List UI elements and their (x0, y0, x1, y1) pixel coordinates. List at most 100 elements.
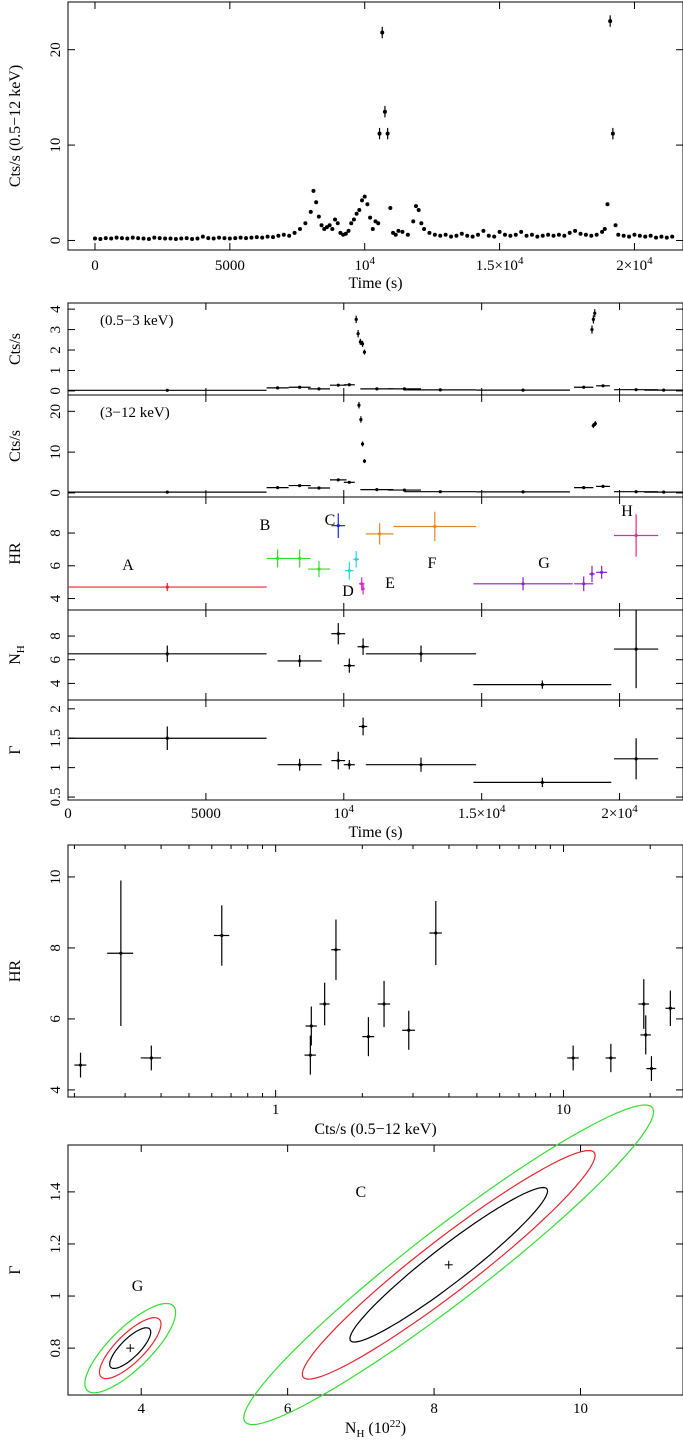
y-tick-label: 1.2 (48, 1235, 64, 1254)
data-point (632, 232, 637, 237)
y-tick-label: 8 (48, 632, 64, 640)
data-point (308, 1053, 312, 1057)
data-point (136, 236, 141, 241)
segment-label-b: B (260, 517, 271, 534)
data-point (317, 567, 321, 571)
data-point (347, 664, 351, 668)
x-tick-label: 6 (284, 1401, 292, 1417)
data-point (600, 570, 604, 574)
data-point (411, 219, 416, 224)
x-tick-label: 5000 (215, 258, 245, 274)
data-point (396, 228, 401, 233)
segment-label-c: C (325, 512, 336, 529)
data-point (562, 233, 567, 238)
data-point (605, 202, 610, 207)
data-point (642, 1002, 646, 1006)
panel-1: 0 10 20 Cts/s (3−12 keV) (7, 394, 683, 498)
data-point (119, 951, 123, 955)
x-axis-label: Time (s) (348, 824, 402, 841)
data-point (119, 236, 124, 241)
data-point (654, 235, 659, 240)
data-point (449, 234, 454, 239)
data-point (165, 652, 169, 656)
x-axis-label: Cts/s (0.5−12 keV) (314, 1121, 436, 1138)
x-tick-label: 4 (137, 1401, 145, 1417)
data-point (336, 758, 340, 763)
data-point (317, 387, 321, 391)
y-tick-label: 10 (48, 869, 64, 884)
data-point (470, 234, 475, 239)
data-point (578, 231, 583, 236)
y-axis-label: HR (7, 542, 24, 565)
x-tick-label: 0 (64, 806, 72, 822)
data-point (556, 232, 561, 237)
data-point (621, 233, 626, 238)
data-point (591, 424, 595, 428)
data-point (336, 632, 340, 636)
plot-frame (67, 1144, 683, 1396)
y-tick-label: 3 (48, 326, 64, 334)
data-point (298, 659, 302, 663)
data-point (334, 948, 338, 952)
data-point (354, 211, 359, 216)
data-point (362, 350, 367, 354)
data-point (571, 1056, 575, 1060)
data-point (432, 232, 437, 237)
y-tick-label: 2 (48, 705, 64, 713)
data-point (163, 236, 168, 241)
data-point (346, 228, 351, 233)
y-tick-label: 1.5 (48, 729, 64, 748)
data-point (361, 724, 365, 729)
panel-frame (67, 496, 683, 611)
y-tick-label: 0.5 (48, 788, 64, 807)
y-tick-label: 4 (48, 594, 64, 602)
data-point (438, 490, 442, 494)
data-point (360, 198, 365, 203)
data-point (427, 230, 432, 235)
data-point (508, 233, 513, 238)
data-point (308, 209, 313, 214)
data-point (347, 480, 351, 484)
data-point (634, 647, 638, 651)
y-tick-label: 2 (48, 346, 64, 354)
data-point (330, 227, 335, 232)
data-point (573, 228, 578, 233)
data-point (481, 228, 486, 233)
data-point (497, 229, 502, 234)
panel-3: 4 6 8 NH (7, 609, 683, 701)
y-axis-label: Cts/s (7, 333, 24, 365)
data-point (217, 235, 222, 240)
data-point (434, 931, 438, 935)
confidence-contour (301, 1149, 596, 1380)
data-point (502, 232, 507, 237)
data-point (368, 215, 373, 220)
data-point (405, 232, 410, 237)
data-point (168, 236, 173, 241)
data-point (419, 763, 423, 767)
data-point (211, 236, 216, 241)
x-axis-label: NH (1022) (345, 1418, 406, 1440)
data-point (422, 227, 427, 232)
panel-2: 4 6 8 HR A B C D E F G H (7, 496, 683, 611)
data-point (78, 1063, 83, 1067)
data-point (357, 403, 361, 407)
data-point (590, 327, 594, 332)
data-point (195, 236, 200, 241)
data-point (513, 232, 518, 237)
data-point (540, 780, 544, 784)
data-point (92, 236, 97, 241)
data-point (109, 236, 114, 241)
x-tick-label: 1.5×104 (458, 803, 506, 822)
data-point (582, 486, 586, 490)
data-point (260, 235, 265, 240)
data-point (298, 385, 302, 389)
data-point (244, 236, 249, 241)
panel-0: 0 1 2 3 4 Cts/s (0.5−3 keV) (7, 302, 683, 396)
data-point (668, 1006, 672, 1010)
data-point (590, 572, 594, 576)
y-tick-label: 6 (48, 562, 64, 570)
panel-4: 0 5000 104 1.5×104 2×104 0.5 1 1.5 2 Γ (7, 699, 683, 822)
data-point (375, 387, 379, 391)
data-point (634, 533, 638, 538)
